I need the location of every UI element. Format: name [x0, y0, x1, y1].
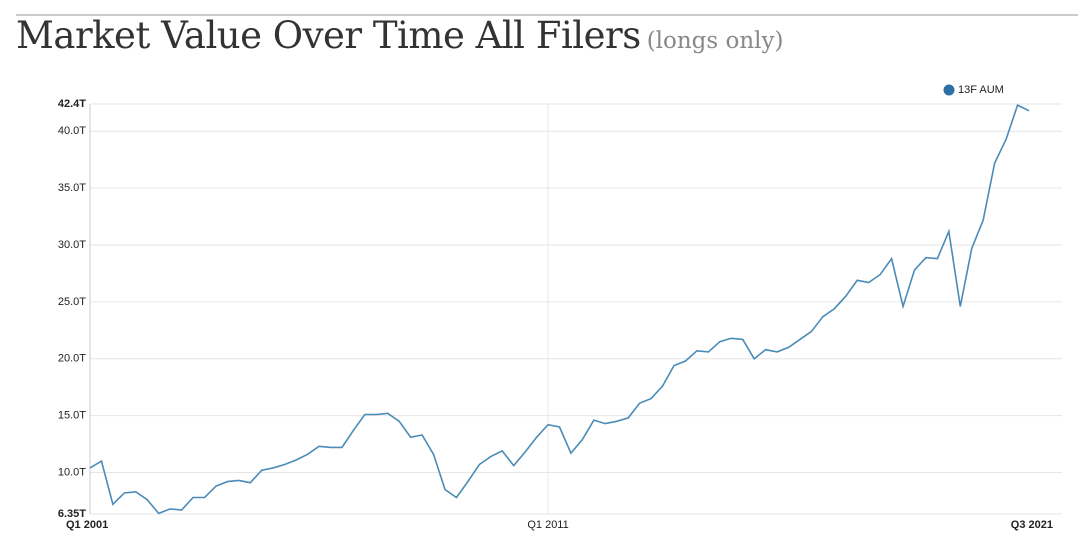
- legend-marker: [943, 84, 955, 96]
- header: Market Value Over Time All Filers (longs …: [16, 14, 784, 57]
- y-tick-label: 25.0T: [58, 296, 86, 308]
- y-tick-label: 30.0T: [58, 239, 86, 251]
- y-tick-label: 15.0T: [58, 410, 86, 422]
- chart-subtitle: (longs only): [646, 28, 784, 54]
- y-tick-label: 40.0T: [58, 125, 86, 137]
- y-tick-label: 20.0T: [58, 353, 86, 365]
- y-tick-label: 35.0T: [58, 182, 86, 194]
- y-tick-label: 42.4T: [58, 98, 86, 110]
- x-tick-label: Q1 2001: [66, 519, 108, 531]
- line-series: [89, 104, 1030, 515]
- chart-title: Market Value Over Time All Filers: [16, 14, 641, 57]
- y-tick-label: 10.0T: [58, 466, 86, 478]
- x-tick-label: Q1 2011: [527, 519, 568, 531]
- x-tick-label: Q3 2021: [1011, 519, 1053, 531]
- y-tick-label: 6.35T: [58, 508, 86, 520]
- top-rule: [16, 14, 1078, 16]
- legend-label: 13F AUM: [958, 84, 1004, 96]
